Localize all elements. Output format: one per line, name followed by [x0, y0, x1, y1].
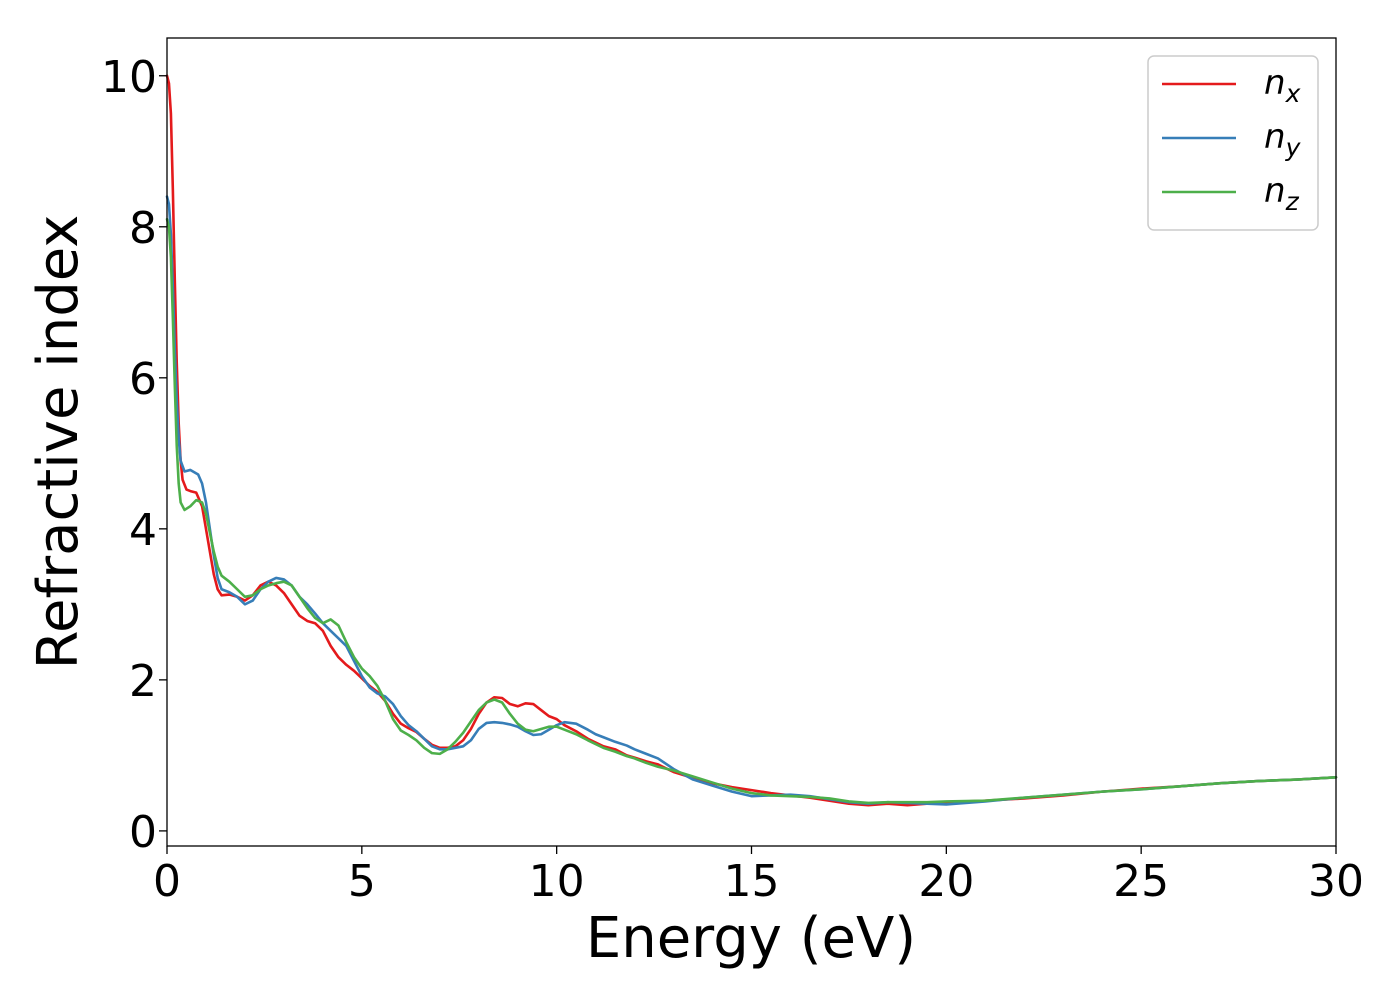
- y-tick-label: 10: [101, 52, 157, 103]
- y-tick-label: 2: [129, 656, 157, 707]
- series-layer: [165, 74, 1338, 807]
- legend-subscript: z: [1285, 187, 1300, 216]
- x-tick-label: 15: [724, 856, 780, 907]
- x-tick-label: 20: [918, 856, 974, 907]
- y-axis-label: Refractive index: [26, 215, 91, 670]
- legend-box: [1147, 55, 1319, 231]
- x-tick-label: 30: [1308, 856, 1364, 907]
- x-tick-label: 5: [348, 856, 376, 907]
- series-line-nz: [165, 217, 1338, 805]
- y-tick-label: 8: [129, 203, 157, 254]
- x-tick-label: 25: [1113, 856, 1169, 907]
- series-line-nx: [165, 74, 1338, 807]
- legend-label-nx: nx: [1264, 63, 1301, 108]
- x-tick-label: 0: [153, 856, 181, 907]
- y-tick-label: 4: [129, 505, 157, 556]
- y-tick-label: 6: [129, 354, 157, 405]
- y-tick-label: 0: [129, 807, 157, 858]
- legend-subscript: y: [1285, 133, 1302, 162]
- x-axis-label: Energy (eV): [586, 906, 916, 971]
- series-line-ny: [165, 195, 1338, 806]
- legend-subscript: x: [1285, 79, 1301, 108]
- ticks-layer: 0 5 10 15 20 25 30 0 2 4 6 8 10: [101, 52, 1364, 907]
- x-tick-label: 10: [529, 856, 585, 907]
